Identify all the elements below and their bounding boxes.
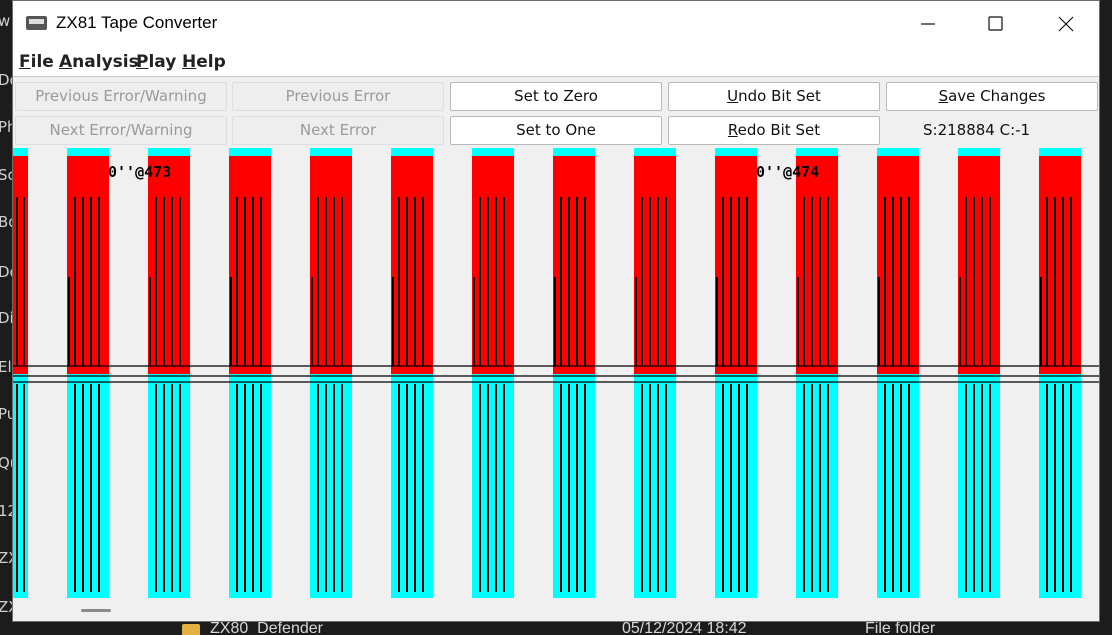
sidebar-item[interactable]: Ph bbox=[0, 118, 12, 136]
sidebar-item[interactable]: Di bbox=[0, 309, 12, 327]
pulse-low bbox=[472, 374, 514, 598]
pulse-high bbox=[877, 156, 919, 374]
menu-bar: File Analysis Play Help bbox=[13, 47, 1099, 77]
pulse-low bbox=[796, 374, 838, 598]
sidebar-item[interactable]: Ele bbox=[0, 358, 12, 376]
waveform[interactable]: 0''@473 0''@474 bbox=[13, 147, 1100, 598]
pulse-top bbox=[796, 148, 838, 156]
pulse-top bbox=[958, 148, 1000, 156]
button-label: Undo Bit Set bbox=[727, 87, 821, 105]
title-bar: ZX81 Tape Converter bbox=[13, 1, 1099, 47]
pulse-high bbox=[553, 156, 595, 374]
sidebar-item[interactable]: Do bbox=[0, 263, 12, 281]
scrollbar[interactable] bbox=[13, 598, 1099, 621]
pulse-top bbox=[472, 148, 514, 156]
pulse-high bbox=[958, 156, 1000, 374]
sidebar-item[interactable]: Sc bbox=[0, 166, 12, 184]
file-row[interactable]: ZX80_Defender 05/12/2024 18:42 File fold… bbox=[0, 620, 1112, 635]
button: Next Error/Warning bbox=[15, 116, 227, 145]
pulse-top bbox=[877, 148, 919, 156]
pulse-low bbox=[67, 374, 109, 598]
button[interactable]: Set to Zero bbox=[450, 82, 662, 111]
sidebar-item[interactable]: ZX bbox=[0, 598, 12, 616]
button[interactable]: Save Changes bbox=[886, 82, 1098, 111]
scroll-thumb[interactable] bbox=[81, 609, 111, 612]
pulse-top bbox=[67, 148, 109, 156]
button-label: Save Changes bbox=[938, 87, 1046, 105]
pulse-high bbox=[391, 156, 433, 374]
button[interactable]: Undo Bit Set bbox=[668, 82, 880, 111]
sidebar-item[interactable]: Bo bbox=[0, 213, 12, 231]
pulse-top bbox=[634, 148, 676, 156]
button: Previous Error bbox=[232, 82, 444, 111]
pulse-top bbox=[310, 148, 352, 156]
pulse-high bbox=[310, 156, 352, 374]
sidebar-item[interactable]: Do bbox=[0, 71, 12, 89]
pulse-low bbox=[877, 374, 919, 598]
maximize-button[interactable] bbox=[988, 16, 1003, 31]
menu-item[interactable]: Play bbox=[136, 52, 177, 72]
menu-item[interactable]: Help bbox=[182, 52, 226, 72]
pulse-high bbox=[715, 156, 757, 374]
pulse-low bbox=[1039, 374, 1081, 598]
file-modified: 05/12/2024 18:42 bbox=[622, 620, 747, 635]
bit-marker: 0''@473 bbox=[108, 163, 171, 181]
file-name: ZX80_Defender bbox=[210, 620, 323, 635]
pulse-high bbox=[13, 156, 28, 374]
button: Next Error bbox=[232, 116, 444, 145]
pulse-top bbox=[553, 148, 595, 156]
button-label: Redo Bit Set bbox=[727, 121, 821, 139]
pulse-high bbox=[796, 156, 838, 374]
pulse-low bbox=[13, 374, 28, 598]
pulse-low bbox=[715, 374, 757, 598]
pulse-high bbox=[472, 156, 514, 374]
pulse-high bbox=[634, 156, 676, 374]
pulse-high bbox=[1039, 156, 1081, 374]
pulse-top bbox=[391, 148, 433, 156]
sidebar-item[interactable]: Pu bbox=[0, 405, 12, 423]
button[interactable]: Redo Bit Set bbox=[668, 116, 880, 145]
close-button[interactable] bbox=[1058, 16, 1074, 32]
sidebar-item[interactable]: ZX bbox=[0, 549, 12, 567]
pulse-low bbox=[391, 374, 433, 598]
button[interactable]: Set to One bbox=[450, 116, 662, 145]
window-title: ZX81 Tape Converter bbox=[56, 13, 218, 32]
pulse-low bbox=[310, 374, 352, 598]
status-text: S:218884 C:-1 bbox=[923, 121, 1031, 139]
menu-item[interactable]: File bbox=[19, 52, 54, 72]
menu-item[interactable]: Analysis bbox=[59, 52, 139, 72]
sidebar-item[interactable]: 12 bbox=[0, 502, 12, 520]
pulse-top bbox=[715, 148, 757, 156]
folder-icon bbox=[182, 624, 200, 635]
sidebar-item[interactable]: w bbox=[0, 12, 11, 30]
pulse-low bbox=[634, 374, 676, 598]
title-icons bbox=[26, 16, 1074, 32]
pulse-top bbox=[13, 148, 28, 156]
button: Previous Error/Warning bbox=[15, 82, 227, 111]
explorer-sidebar: w Do Ph Sc Bo Do Di Ele Pu Qu 12 ZX ZX bbox=[0, 0, 12, 635]
app-window: ZX81 Tape Converter File Analysis Play H… bbox=[12, 0, 1100, 622]
file-type: File folder bbox=[865, 620, 936, 635]
app-icon-window bbox=[29, 19, 44, 24]
pulse-low bbox=[553, 374, 595, 598]
pulse-high bbox=[148, 156, 190, 374]
pulse-high bbox=[67, 156, 109, 374]
pulse-low bbox=[229, 374, 271, 598]
pulse-top bbox=[1039, 148, 1081, 156]
pulse-low bbox=[148, 374, 190, 598]
pulse-low bbox=[958, 374, 1000, 598]
sidebar-item[interactable]: Qu bbox=[0, 454, 12, 472]
pulse-top bbox=[148, 148, 190, 156]
pulse-top bbox=[229, 148, 271, 156]
bit-marker: 0''@474 bbox=[756, 163, 819, 181]
pulse-high bbox=[229, 156, 271, 374]
